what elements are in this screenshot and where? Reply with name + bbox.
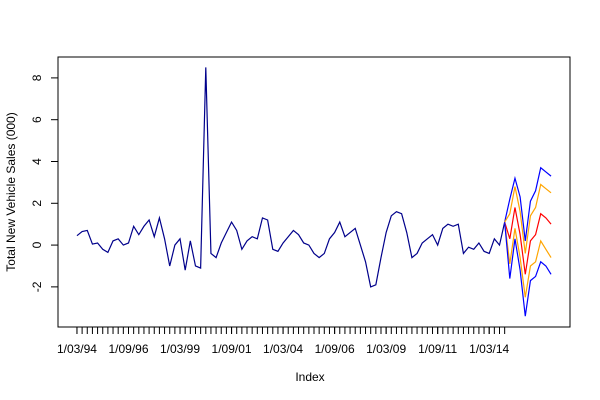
x-tick-label: 1/09/11 xyxy=(418,342,457,356)
x-tick-label: 1/03/94 xyxy=(57,342,97,356)
series-line xyxy=(504,207,552,275)
x-tick-label: 1/09/06 xyxy=(315,342,355,356)
y-tick-label: 8 xyxy=(30,74,44,81)
y-tick-label: 2 xyxy=(30,200,44,207)
x-tick-label: 1/03/99 xyxy=(160,342,200,356)
series-line xyxy=(504,183,552,254)
x-axis-label: Index xyxy=(295,370,324,384)
y-tick-label: 0 xyxy=(30,241,44,248)
series-line xyxy=(504,222,552,298)
x-tick-label: 1/09/01 xyxy=(212,342,252,356)
y-tick-label: 4 xyxy=(30,158,44,165)
series-line xyxy=(504,166,552,241)
x-tick-label: 1/03/14 xyxy=(469,342,509,356)
y-axis-label: Total New Vehicle Sales (000) xyxy=(4,112,18,271)
y-tick-label: 6 xyxy=(30,116,44,123)
series-line xyxy=(76,67,506,288)
plot-box xyxy=(57,56,571,328)
x-tick-label: 1/03/09 xyxy=(366,342,406,356)
series-line xyxy=(504,222,552,317)
y-tick-label: -2 xyxy=(30,281,44,292)
x-tick-label: 1/09/96 xyxy=(108,342,148,356)
x-tick-label: 1/03/04 xyxy=(263,342,303,356)
